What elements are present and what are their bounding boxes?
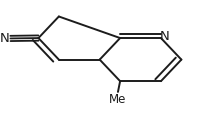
Text: N: N xyxy=(0,32,10,45)
Text: N: N xyxy=(159,30,169,43)
Text: Me: Me xyxy=(109,93,127,106)
